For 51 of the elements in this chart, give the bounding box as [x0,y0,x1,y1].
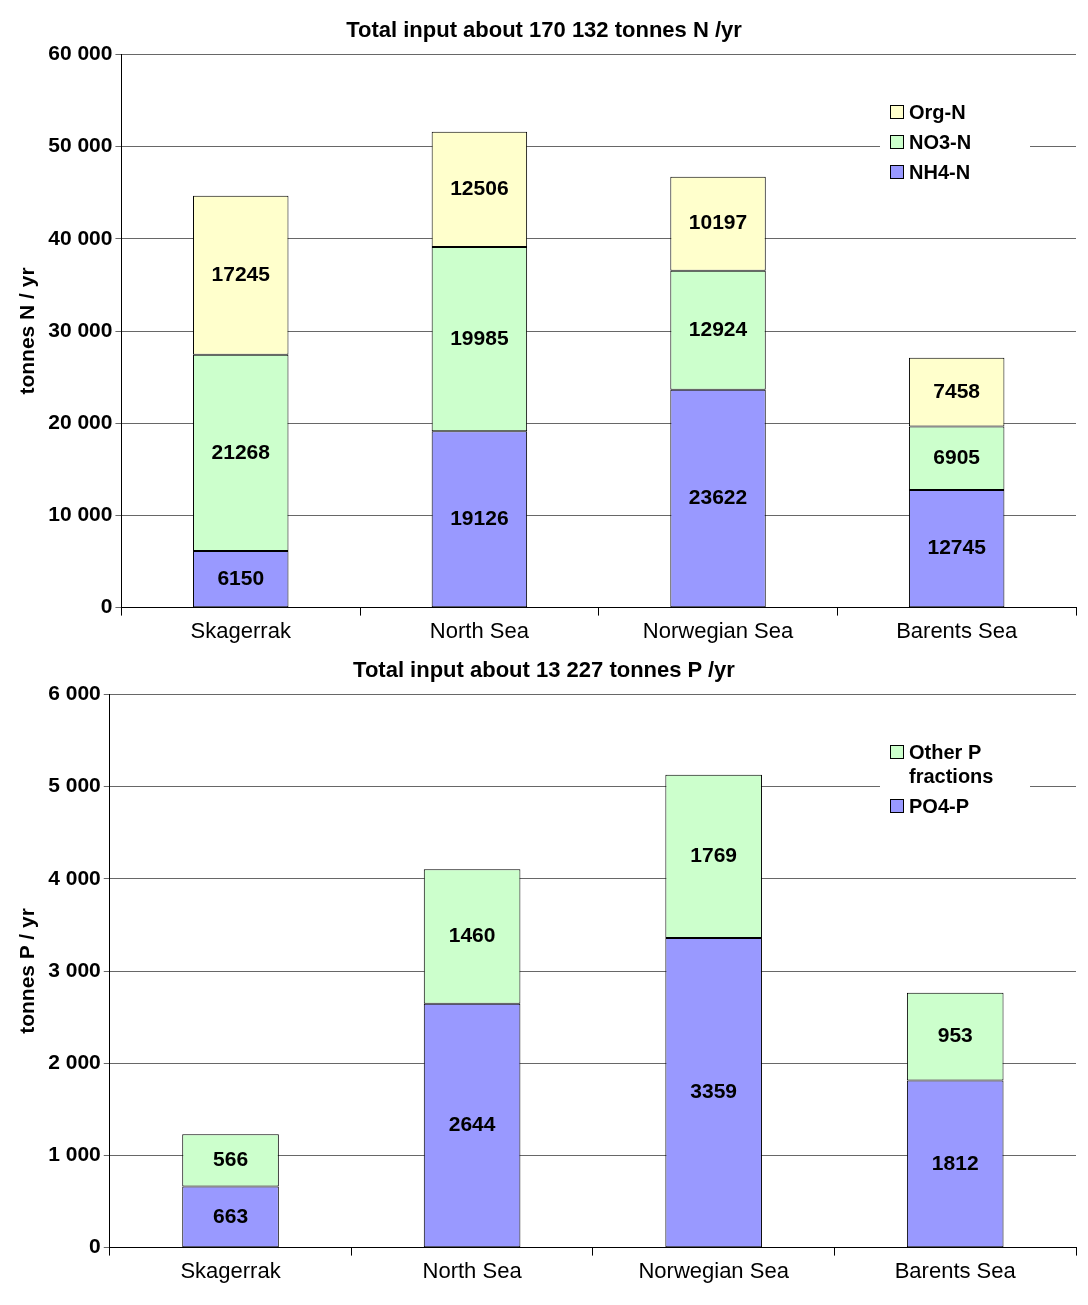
data-label: 1460 [448,923,496,947]
y-tick-label: 4 000 [48,865,101,889]
y-tick-label: 20 000 [48,410,113,433]
data-label: 953 [937,1023,973,1047]
data-label: 7458 [933,378,981,402]
y-tick-label: 30 000 [48,317,113,341]
chart-title: Total input about 13 227 tonnes P /yr [353,657,736,683]
data-label: 1769 [690,843,738,867]
data-label: 23622 [688,485,748,509]
y-axis-title: tonnes N / yr [15,267,39,395]
x-tick-label: North Sea [422,1257,523,1283]
data-label: 1812 [931,1150,979,1174]
y-tick-label: 0 [89,1234,101,1258]
data-label: 21268 [211,439,271,463]
y-tick-label: 5 000 [48,773,101,797]
data-label: 6905 [933,445,981,469]
data-label: 17245 [211,262,271,286]
legend-label: PO4-P [909,794,970,818]
x-tick-label: Skagerrak [190,617,292,643]
x-tick-label: Skagerrak [180,1257,282,1283]
y-tick-label: 60 000 [48,41,113,65]
data-label: 566 [213,1147,249,1171]
x-tick-label: Barents Sea [894,1257,1017,1283]
x-tick-label: Barents Sea [896,617,1018,643]
x-tick-label: North Sea [429,617,530,643]
legend-label: Org-N [909,100,966,124]
y-tick-label: 10 000 [48,502,113,526]
data-label: 2644 [448,1112,496,1136]
data-label: 19985 [450,325,509,349]
data-label: 12745 [927,535,987,559]
data-label: 10197 [688,210,748,234]
y-tick-label: 2 000 [48,1050,101,1073]
y-axis-title: tonnes P / yr [15,908,39,1034]
y-tick-label: 1 000 [48,1142,101,1166]
data-label: 12506 [450,176,509,200]
data-label: 3359 [690,1079,738,1103]
x-tick-label: Norwegian Sea [642,617,795,643]
chart-title: Total input about 170 132 tonnes N /yr [346,17,743,43]
data-label: 12924 [688,317,748,341]
y-tick-label: 6 000 [48,681,101,705]
legend-label: NO3-N [909,130,972,154]
data-label: 6150 [217,565,265,589]
y-tick-label: 3 000 [48,957,101,981]
legend-label: Other P fractions [909,740,995,788]
y-tick-label: 40 000 [48,225,113,249]
y-tick-label: 0 [100,594,113,618]
x-tick-label: Norwegian Sea [638,1257,790,1283]
y-tick-label: 50 000 [48,133,113,157]
legend-label: NH4-N [909,160,971,184]
data-label: 663 [213,1203,249,1227]
data-label: 19126 [450,506,509,530]
